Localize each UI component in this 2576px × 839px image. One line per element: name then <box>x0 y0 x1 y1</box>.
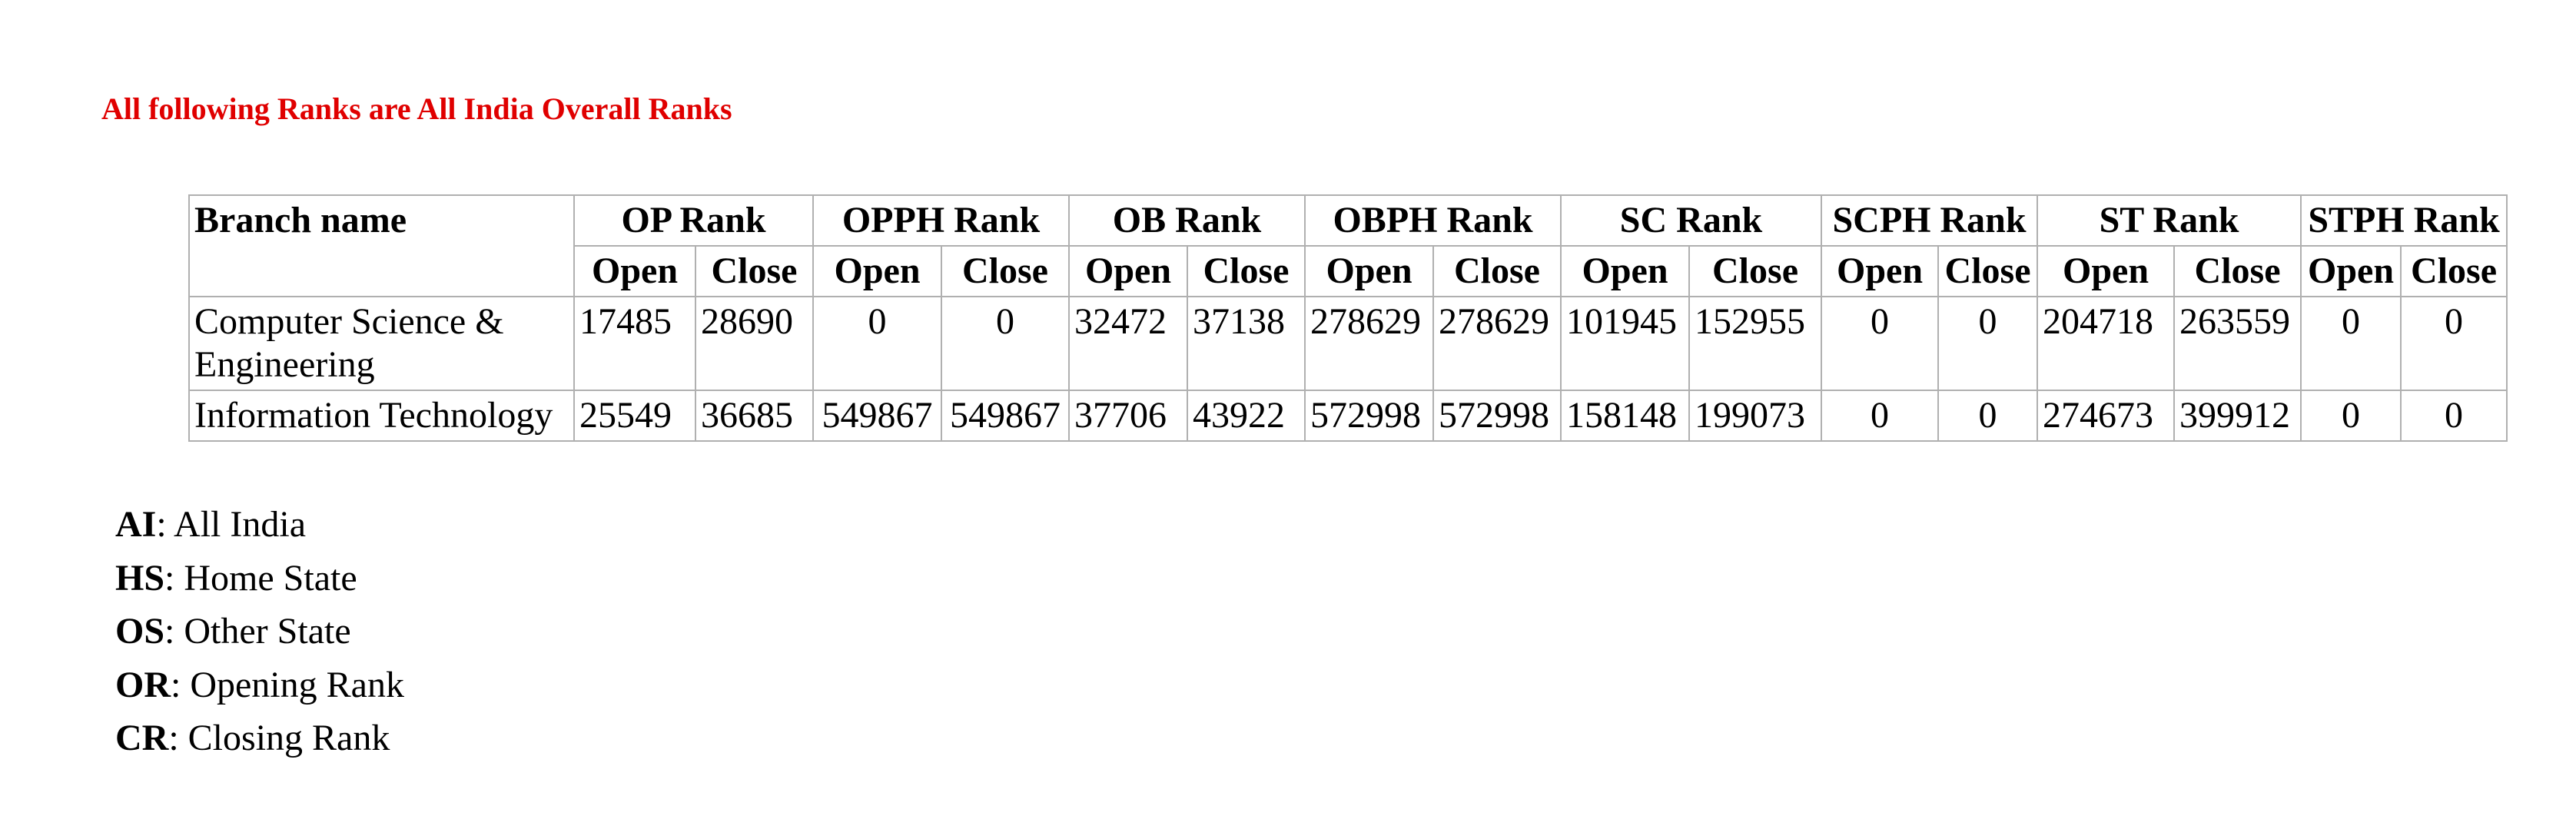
close-header: Close <box>1187 245 1306 297</box>
open-header: Open <box>2300 245 2402 297</box>
legend-abbr: OS <box>115 611 165 652</box>
rank-cell: 0 <box>941 296 1070 391</box>
group-header-scph: SCPH Rank <box>1821 194 2039 247</box>
close-header: Close <box>1432 245 1562 297</box>
rank-cell: 101945 <box>1560 296 1690 391</box>
group-header-sc: SC Rank <box>1559 194 1823 247</box>
close-header: Close <box>1937 245 2039 297</box>
cutoff-rank-table: Branch name OP Rank OPPH Rank OB Rank OB… <box>188 194 2508 442</box>
rank-cell: 278629 <box>1304 296 1434 391</box>
legend-item-cr: CR: Closing Rank <box>115 711 404 765</box>
group-header-opph: OPPH Rank <box>812 194 1070 247</box>
group-header-stph: STPH Rank <box>2300 194 2508 247</box>
open-header: Open <box>573 245 696 297</box>
open-header: Open <box>812 245 942 297</box>
rank-cell: 263559 <box>2173 296 2302 391</box>
legend-item-or: OR: Opening Rank <box>115 658 404 712</box>
legend-abbr: OR <box>115 664 171 705</box>
group-header-st: ST Rank <box>2037 194 2302 247</box>
branch-name-cell: Computer Science & Engineering <box>188 296 575 391</box>
close-header: Close <box>2173 245 2302 297</box>
branch-name-cell: Information Technology <box>188 390 575 442</box>
rank-cell: 204718 <box>2037 296 2176 391</box>
legend-abbr: AI <box>115 504 157 545</box>
rank-cell: 37706 <box>1068 390 1188 442</box>
group-header-ob: OB Rank <box>1068 194 1306 247</box>
rank-cell: 0 <box>1821 390 1940 442</box>
rank-cell: 0 <box>2400 390 2508 442</box>
rank-cell: 32472 <box>1068 296 1188 391</box>
rank-cell: 152955 <box>1688 296 1823 391</box>
close-header: Close <box>1688 245 1823 297</box>
rank-cell: 28690 <box>695 296 814 391</box>
rank-cell: 17485 <box>573 296 696 391</box>
rank-cell: 0 <box>2300 296 2402 391</box>
rank-cell: 278629 <box>1432 296 1562 391</box>
legend-text: : Other State <box>164 611 351 652</box>
rank-cell: 549867 <box>812 390 942 442</box>
legend-abbr: CR <box>115 718 169 758</box>
legend-text: : Closing Rank <box>168 718 390 758</box>
abbreviation-legend: AI: All India HS: Home State OS: Other S… <box>115 498 404 765</box>
rank-cell: 158148 <box>1560 390 1690 442</box>
open-header: Open <box>1821 245 1940 297</box>
group-header-op: OP Rank <box>573 194 814 247</box>
rank-cell: 399912 <box>2173 390 2302 442</box>
table-subheader-row: Open Close Open Close Open Close Open Cl… <box>189 245 2508 297</box>
rank-cell: 25549 <box>573 390 696 442</box>
table-row: Information Technology 25549 36685 54986… <box>188 390 2508 442</box>
open-header: Open <box>1560 245 1690 297</box>
open-header: Open <box>1068 245 1188 297</box>
legend-item-ai: AI: All India <box>115 498 404 552</box>
close-header: Close <box>2400 245 2508 297</box>
rank-cell: 0 <box>2400 296 2508 391</box>
rank-cell: 572998 <box>1304 390 1434 442</box>
legend-text: : All India <box>156 504 306 545</box>
rank-cell: 572998 <box>1432 390 1562 442</box>
legend-abbr: HS <box>115 557 165 599</box>
legend-text: : Home State <box>164 557 357 599</box>
rank-cell: 36685 <box>695 390 814 442</box>
rank-cell: 274673 <box>2037 390 2176 442</box>
rank-cell: 43922 <box>1187 390 1306 442</box>
open-header: Open <box>1304 245 1434 297</box>
rank-cell: 0 <box>1937 296 2039 391</box>
rank-cell: 549867 <box>941 390 1070 442</box>
table-row: Computer Science & Engineering 17485 286… <box>188 296 2508 391</box>
close-header: Close <box>695 245 814 297</box>
branch-name-header: Branch name <box>188 194 575 297</box>
rank-cell: 0 <box>2300 390 2402 442</box>
open-header: Open <box>2037 245 2176 297</box>
rank-cell: 0 <box>1937 390 2039 442</box>
rank-cell: 199073 <box>1688 390 1823 442</box>
ranks-notice: All following Ranks are All India Overal… <box>101 91 732 126</box>
legend-item-hs: HS: Home State <box>115 552 404 605</box>
rank-cell: 0 <box>812 296 942 391</box>
table-header-row: Branch name OP Rank OPPH Rank OB Rank OB… <box>188 194 2508 297</box>
legend-item-os: OS: Other State <box>115 605 404 658</box>
legend-text: : Opening Rank <box>171 664 404 705</box>
close-header: Close <box>941 245 1070 297</box>
group-header-obph: OBPH Rank <box>1304 194 1562 247</box>
rank-cell: 37138 <box>1187 296 1306 391</box>
rank-cell: 0 <box>1821 296 1940 391</box>
